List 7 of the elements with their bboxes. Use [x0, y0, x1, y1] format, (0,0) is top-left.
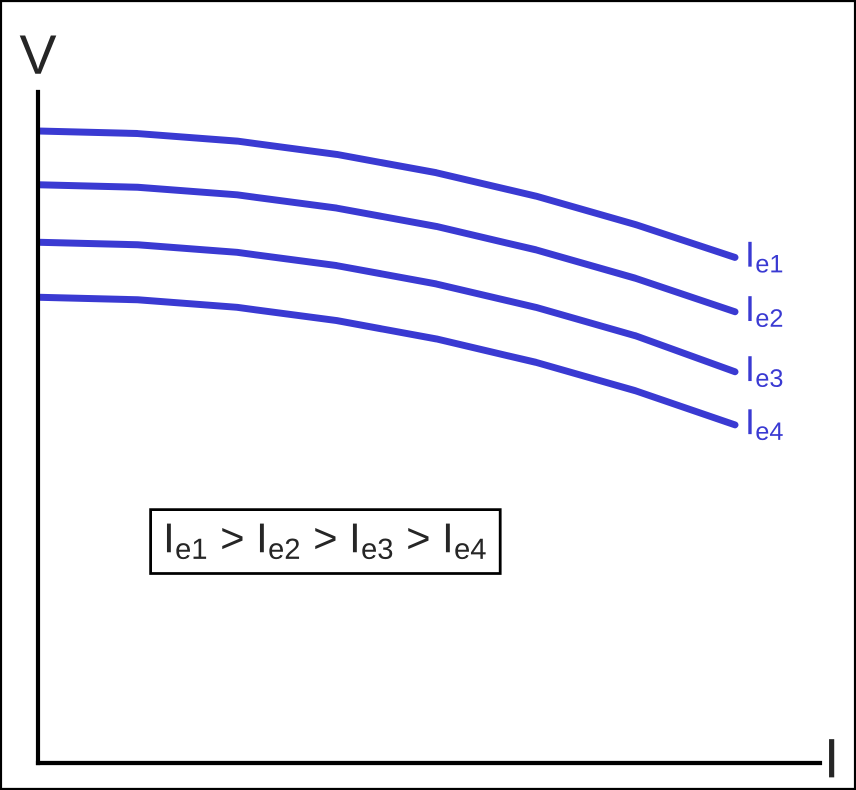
y-axis-title: V: [20, 36, 56, 74]
series-label: I$_{e2}$: [748, 296, 782, 327]
series-label: I$_{e1}$: [748, 242, 782, 273]
series-label: I$_{e4}$: [748, 409, 783, 440]
x-axis-title: I: [829, 739, 834, 778]
series-label: I$_{e3}$: [748, 356, 782, 388]
annotation: I$_{e1}$ > I$_{e2}$ > I$_{e3}$ > I$_{e4}$: [166, 524, 486, 560]
